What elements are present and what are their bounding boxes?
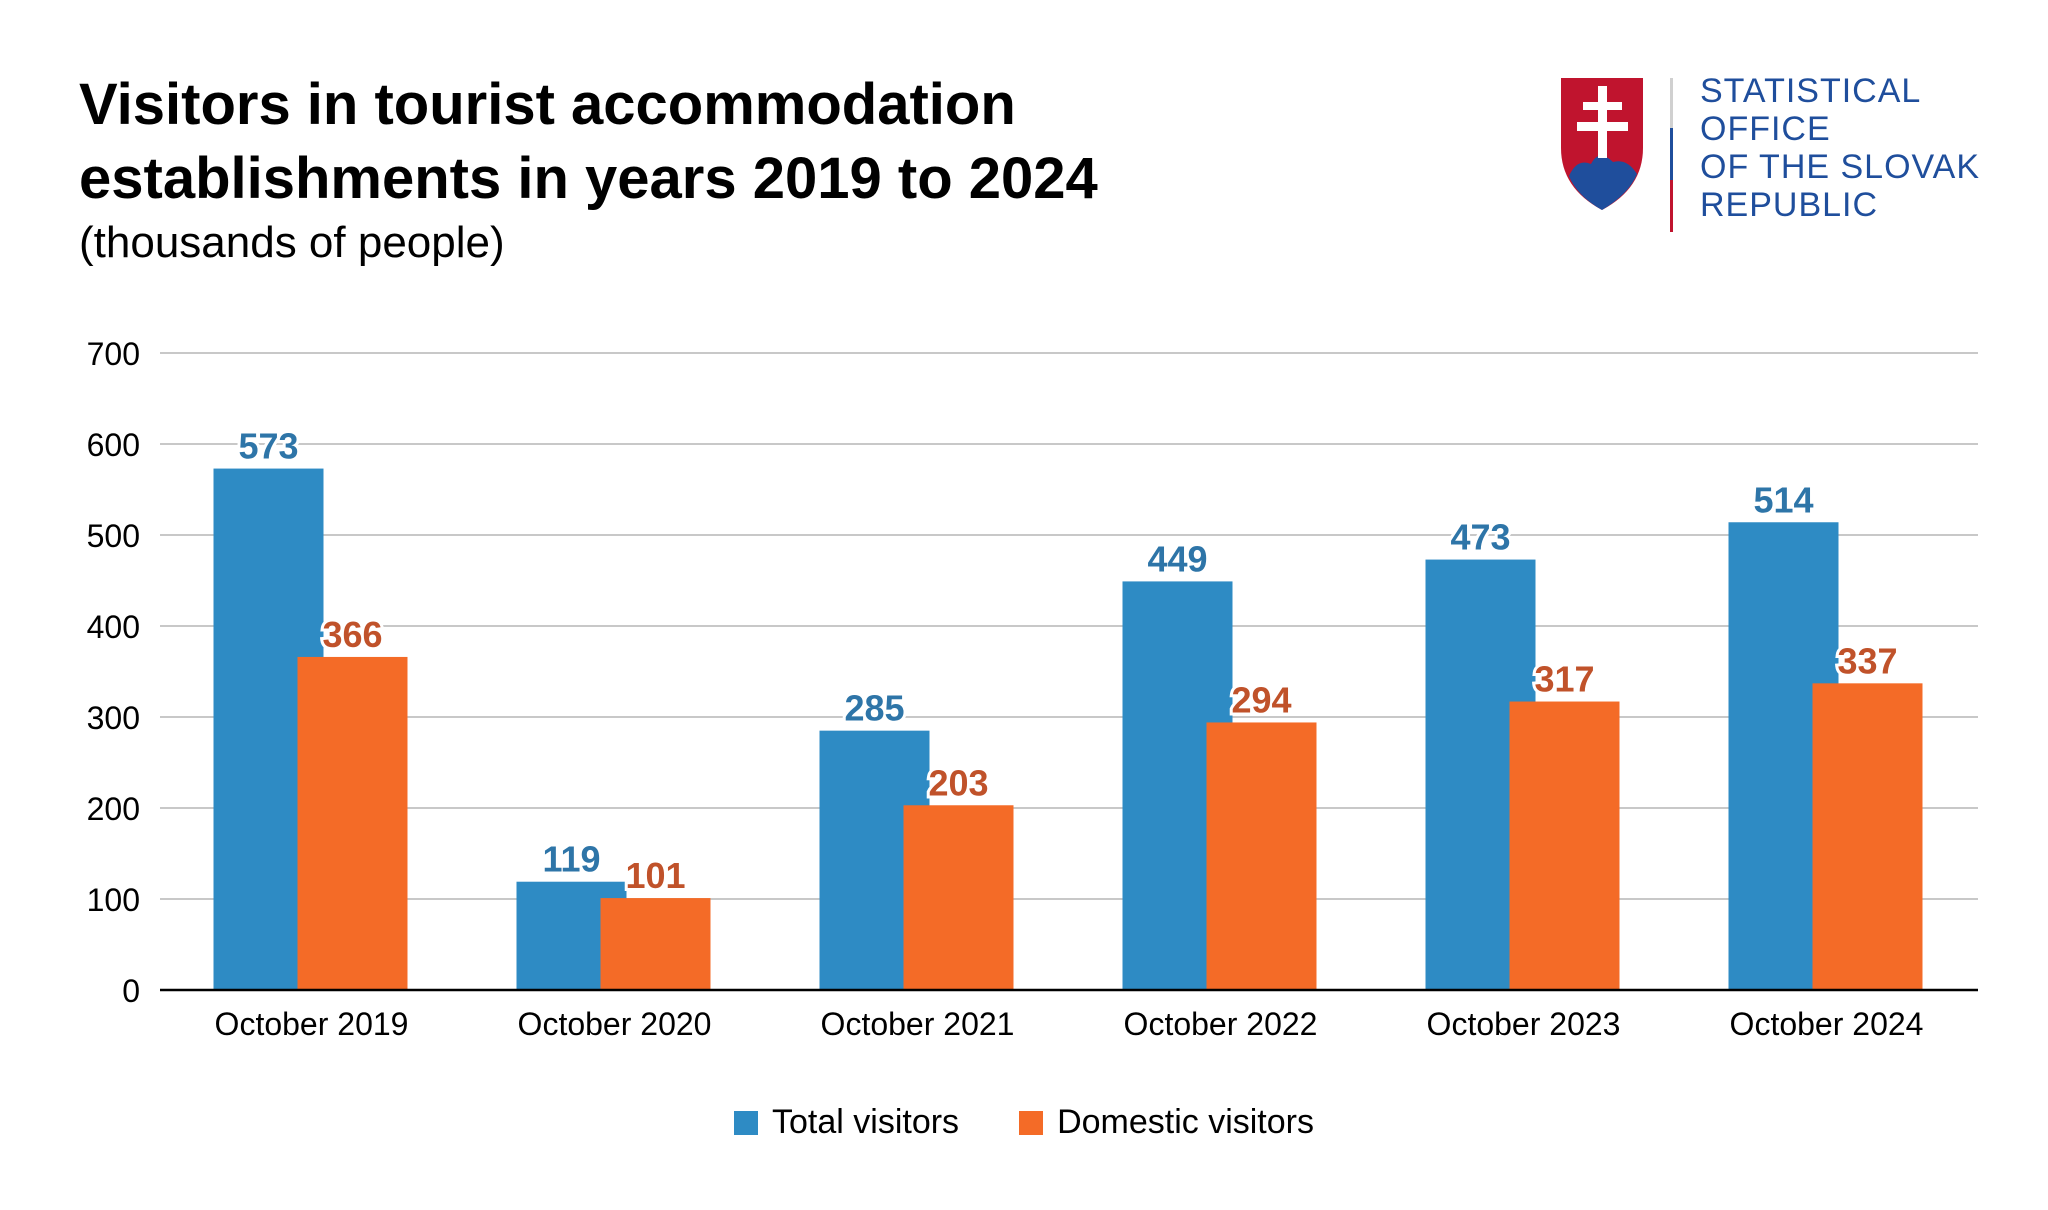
bar-domestic bbox=[1206, 722, 1317, 990]
bar-domestic bbox=[297, 656, 408, 990]
y-tick-label: 700 bbox=[87, 336, 140, 372]
legend-item-domestic: Domestic visitors bbox=[1019, 1103, 1314, 1142]
data-label: 101 bbox=[625, 855, 685, 896]
bar-chart: 0 100 200 300 400 500 600 700 573 366 October 2019… bbox=[87, 336, 1978, 1042]
legend-label: Total visitors bbox=[772, 1103, 960, 1141]
bar-domestic bbox=[600, 898, 711, 990]
chart-subtitle: (thousands of people) bbox=[79, 218, 505, 267]
data-label: 473 bbox=[1450, 517, 1510, 558]
logo-text: STATISTICAL OFFICE OF THE SLOVAK REPUBLI… bbox=[1700, 72, 1980, 224]
data-label: 203 bbox=[928, 762, 988, 803]
bar-domestic bbox=[1812, 683, 1923, 990]
data-label: 294 bbox=[1231, 679, 1291, 720]
y-tick-label: 0 bbox=[122, 973, 140, 1009]
y-tick-label: 100 bbox=[87, 882, 140, 918]
x-tick-label: October 2021 bbox=[821, 1006, 1015, 1042]
x-tick-label: October 2024 bbox=[1730, 1006, 1924, 1042]
y-tick-label: 200 bbox=[87, 791, 140, 827]
legend-swatch bbox=[1019, 1110, 1044, 1135]
legend: Total visitors Domestic visitors bbox=[0, 1103, 2048, 1142]
legend-label: Domestic visitors bbox=[1057, 1103, 1314, 1141]
slovak-coat-of-arms-icon bbox=[1561, 78, 1643, 210]
data-label: 119 bbox=[542, 839, 600, 880]
data-label: 449 bbox=[1147, 538, 1207, 579]
y-tick-label: 600 bbox=[87, 427, 140, 463]
data-label: 285 bbox=[844, 688, 904, 729]
x-tick-label: October 2019 bbox=[215, 1006, 409, 1042]
data-label: 366 bbox=[322, 614, 382, 655]
logo-line: OFFICE bbox=[1700, 110, 1831, 148]
legend-swatch bbox=[734, 1110, 758, 1135]
data-label: 337 bbox=[1837, 640, 1897, 681]
logo-line: OF THE SLOVAK bbox=[1700, 148, 1981, 186]
x-tick-label: October 2020 bbox=[518, 1006, 712, 1042]
data-label: 514 bbox=[1753, 479, 1813, 520]
data-label: 317 bbox=[1534, 659, 1594, 700]
y-tick-label: 400 bbox=[87, 609, 140, 645]
bar-domestic bbox=[1509, 701, 1620, 990]
logo-line: STATISTICAL bbox=[1700, 72, 1922, 110]
bar-domestic bbox=[903, 805, 1014, 990]
statistical-office-logo bbox=[1561, 78, 1673, 232]
x-tick-label: October 2022 bbox=[1124, 1006, 1318, 1042]
y-tick-label: 500 bbox=[87, 518, 140, 554]
data-label: 573 bbox=[238, 426, 298, 467]
x-tick-label: October 2023 bbox=[1427, 1006, 1621, 1042]
chart-title: Visitors in tourist accommodation establ… bbox=[79, 72, 1098, 211]
logo-line: REPUBLIC bbox=[1700, 186, 1879, 224]
y-tick-label: 300 bbox=[87, 700, 140, 736]
legend-item-total: Total visitors bbox=[734, 1103, 959, 1142]
